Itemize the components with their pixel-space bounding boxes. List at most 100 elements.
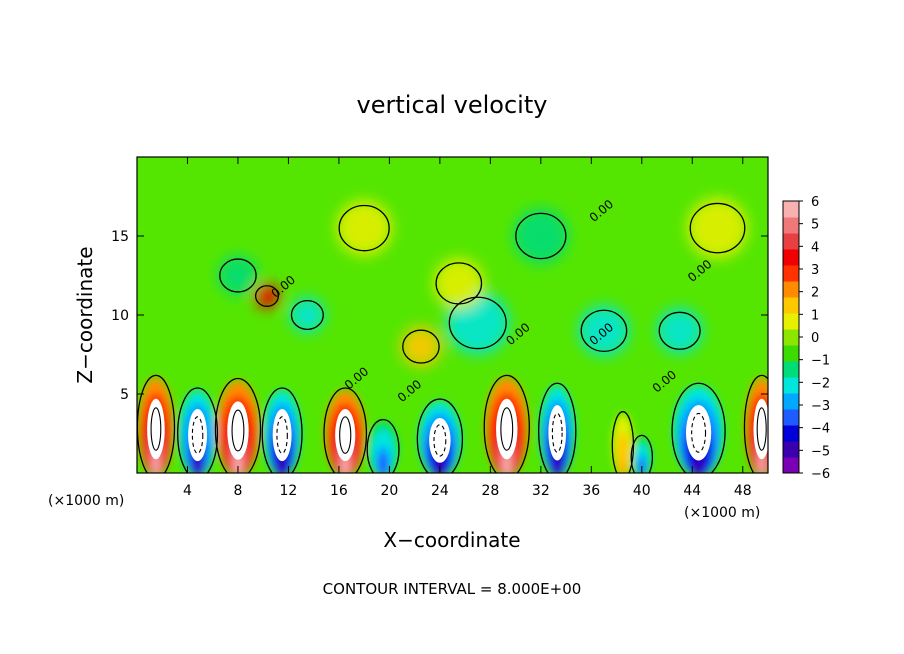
zero-contour: [290, 299, 324, 331]
cell-core-contour: [551, 412, 563, 453]
zero-contour: [538, 382, 577, 473]
cell-core: [496, 398, 518, 460]
x-tick-label: 44: [683, 483, 701, 499]
cell-core: [548, 405, 567, 461]
upper-feature: [289, 297, 326, 333]
colorbar-swatch: [783, 361, 799, 378]
x-tick-label: 12: [280, 483, 298, 499]
colorbar-label: −3: [811, 399, 830, 414]
upper-feature: [513, 208, 569, 264]
zero-contour: [580, 309, 628, 352]
cell-ring: [380, 461, 386, 473]
colorbar-swatch: [783, 217, 799, 234]
x-axis-label: X−coordinate: [383, 528, 520, 552]
colorbar-swatch: [783, 377, 799, 394]
colorbar-label: 1: [811, 308, 819, 323]
zero-contour: [448, 296, 507, 350]
y-axis-label: Z−coordinate: [73, 246, 97, 383]
cell-core: [335, 409, 356, 462]
colorbar-swatch: [783, 425, 799, 442]
zero-contour: [671, 382, 726, 473]
colorbar-swatch: [783, 457, 799, 474]
upper-feature: [400, 326, 442, 367]
y-axis-unit: (×1000 m): [684, 505, 760, 521]
colorbar-label: −6: [811, 467, 830, 482]
cell-core-contour: [191, 416, 204, 454]
x-tick-label: 8: [233, 483, 242, 499]
colorbar-swatch: [783, 233, 799, 250]
upper-feature: [336, 200, 392, 256]
colorbar-swatch: [783, 393, 799, 410]
chart-title: vertical velocity: [357, 91, 548, 119]
zero-contour: [219, 258, 257, 293]
upper-feature: [687, 197, 748, 259]
cell-core-contour: [339, 416, 352, 454]
zero-contour: [261, 387, 303, 473]
colorbar-label: 6: [811, 195, 819, 210]
colorbar-swatch: [783, 313, 799, 330]
colorbar-label: 0: [811, 331, 819, 346]
cell-core: [272, 409, 292, 462]
zero-contour: [177, 387, 219, 473]
cell-core: [227, 401, 249, 460]
cell-core-contour: [231, 409, 245, 452]
colorbar-label: 2: [811, 286, 819, 301]
zero-contour: [402, 329, 440, 364]
upper-feature: [254, 283, 280, 309]
upper-feature: [578, 305, 630, 357]
colorbar-swatch: [783, 281, 799, 298]
colorbar-swatch: [783, 329, 799, 346]
x-tick-label: 28: [481, 483, 499, 499]
cell-core: [685, 405, 712, 461]
x-tick-label: 16: [330, 483, 348, 499]
cell-core-contour: [433, 424, 447, 457]
cell-core-contour: [150, 407, 162, 451]
velocity-field: 0.000.00 0.000.00 0.000.000.000.00: [137, 157, 768, 473]
colorbar-swatch: [783, 441, 799, 458]
x-tick-label: 24: [431, 483, 449, 499]
zero-contour: [214, 377, 262, 473]
x-tick-label: 40: [633, 483, 651, 499]
cell-core-contour: [276, 416, 288, 454]
cell-core: [429, 417, 451, 463]
colorbar-swatch: [783, 201, 799, 218]
colorbar-label: 5: [811, 218, 819, 233]
x-axis-unit: (×1000 m): [48, 493, 124, 509]
upper-feature: [656, 308, 703, 354]
colorbar-swatch: [783, 345, 799, 362]
cell-core-contour: [691, 412, 707, 453]
x-tick-label: 20: [380, 483, 398, 499]
x-tick-label: 48: [734, 483, 752, 499]
y-tick-label: 5: [120, 387, 129, 403]
zero-contour: [743, 374, 768, 473]
zero-contour: [323, 387, 368, 473]
zero-contour: [338, 204, 390, 252]
colorbar-label: −2: [811, 376, 830, 391]
upper-feature: [217, 255, 259, 296]
zero-contour: [515, 212, 567, 260]
zero-contour: [435, 262, 483, 305]
zero-contour: [630, 434, 654, 473]
zero-contour: [366, 418, 400, 473]
x-tick-label: 36: [582, 483, 600, 499]
y-tick-label: 10: [111, 308, 129, 324]
y-tick-label: 15: [111, 229, 129, 245]
colorbar-swatch: [783, 409, 799, 426]
colorbar-label: 3: [811, 263, 819, 278]
x-tick-label: 32: [532, 483, 550, 499]
colorbar-swatch: [783, 249, 799, 266]
contour-interval-note: CONTOUR INTERVAL = 8.000E+00: [323, 580, 582, 598]
colorbar-swatch: [783, 265, 799, 282]
colorbar-label: 4: [811, 240, 819, 255]
zero-contour: [416, 398, 464, 473]
cell-ring: [621, 459, 625, 473]
colorbar-label: −4: [811, 422, 830, 437]
colorbar: 6 5 4 3 2 1 0 −1 −2 −3 −4 −5 −6: [782, 195, 830, 482]
colorbar-swatch: [783, 297, 799, 314]
x-tick-label: 4: [183, 483, 192, 499]
cell-core: [188, 409, 208, 462]
zero-contour: [254, 285, 279, 307]
colorbar-label: −5: [811, 444, 830, 459]
zero-contour: [658, 311, 701, 350]
